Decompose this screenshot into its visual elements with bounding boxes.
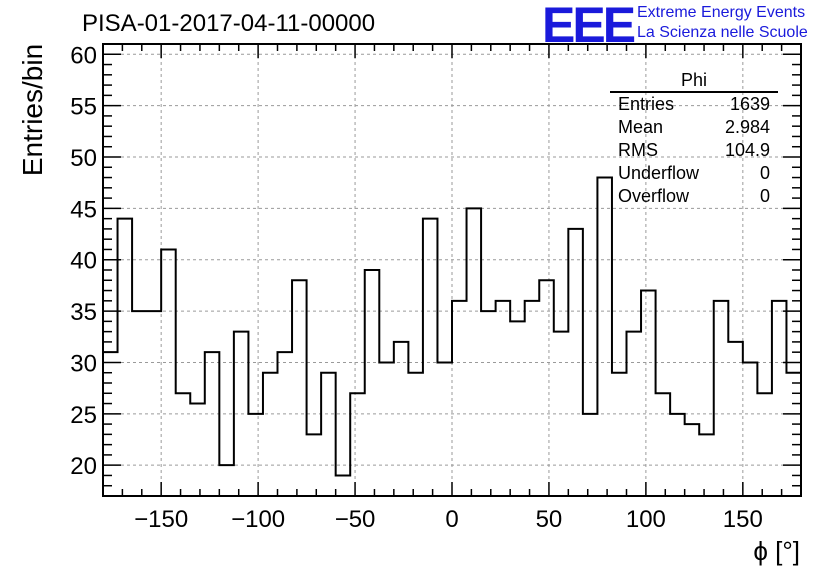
y-tick-label: 30	[70, 350, 97, 377]
eee-logo: EEE	[542, 0, 636, 53]
y-tick-label: 20	[70, 453, 97, 480]
y-tick-label: 60	[70, 42, 97, 69]
histogram-series	[103, 176, 801, 477]
y-tick-label: 40	[70, 248, 97, 275]
axis-ticks	[102, 43, 802, 497]
y-tick-label: 25	[70, 402, 97, 429]
y-tick-label: 45	[70, 196, 97, 223]
stats-value: 0	[759, 163, 770, 183]
x-tick-label: 0	[445, 506, 458, 533]
y-axis-label: Entries/bin	[17, 44, 48, 176]
page-title: PISA-01-2017-04-11-00000	[82, 10, 376, 37]
x-axis-label: ϕ [°]	[753, 536, 800, 566]
x-tick-label: −100	[231, 506, 285, 533]
stats-row: Mean 2.984	[610, 116, 778, 139]
stats-label: Mean	[618, 117, 664, 137]
stats-row: RMS 104.9	[610, 139, 778, 162]
stats-row: Overflow 0	[610, 185, 778, 208]
stats-box: Phi Entries 1639 Mean 2.984 RMS 104.9 Un…	[610, 70, 778, 208]
x-tick-label: −150	[134, 506, 188, 533]
axis-tick-labels: −150 −100 −50 0 50 100 150 20 25 30 35 40 45 50 55 60	[70, 42, 763, 533]
x-tick-label: −50	[335, 506, 376, 533]
stats-row: Entries 1639	[610, 93, 778, 116]
stats-title: Phi	[610, 70, 778, 93]
stats-label: RMS	[618, 140, 658, 160]
y-tick-label: 55	[70, 94, 97, 121]
brand-line-1: Extreme Energy Events	[637, 4, 806, 21]
x-tick-label: 100	[626, 506, 666, 533]
x-tick-label: 50	[536, 506, 563, 533]
stats-label: Underflow	[618, 163, 700, 183]
y-tick-label: 50	[70, 145, 97, 172]
stats-label: Overflow	[618, 186, 690, 206]
stats-value: 1639	[729, 94, 770, 114]
x-tick-label: 150	[723, 506, 763, 533]
stats-label: Entries	[618, 94, 675, 114]
stats-row: Underflow 0	[610, 162, 778, 185]
stats-value: 0	[759, 186, 770, 206]
brand-line-2: La Scienza nelle Scuole	[637, 24, 808, 41]
stats-value: 2.984	[724, 117, 770, 137]
stats-value: 104.9	[724, 140, 770, 160]
y-tick-label: 35	[70, 299, 97, 326]
